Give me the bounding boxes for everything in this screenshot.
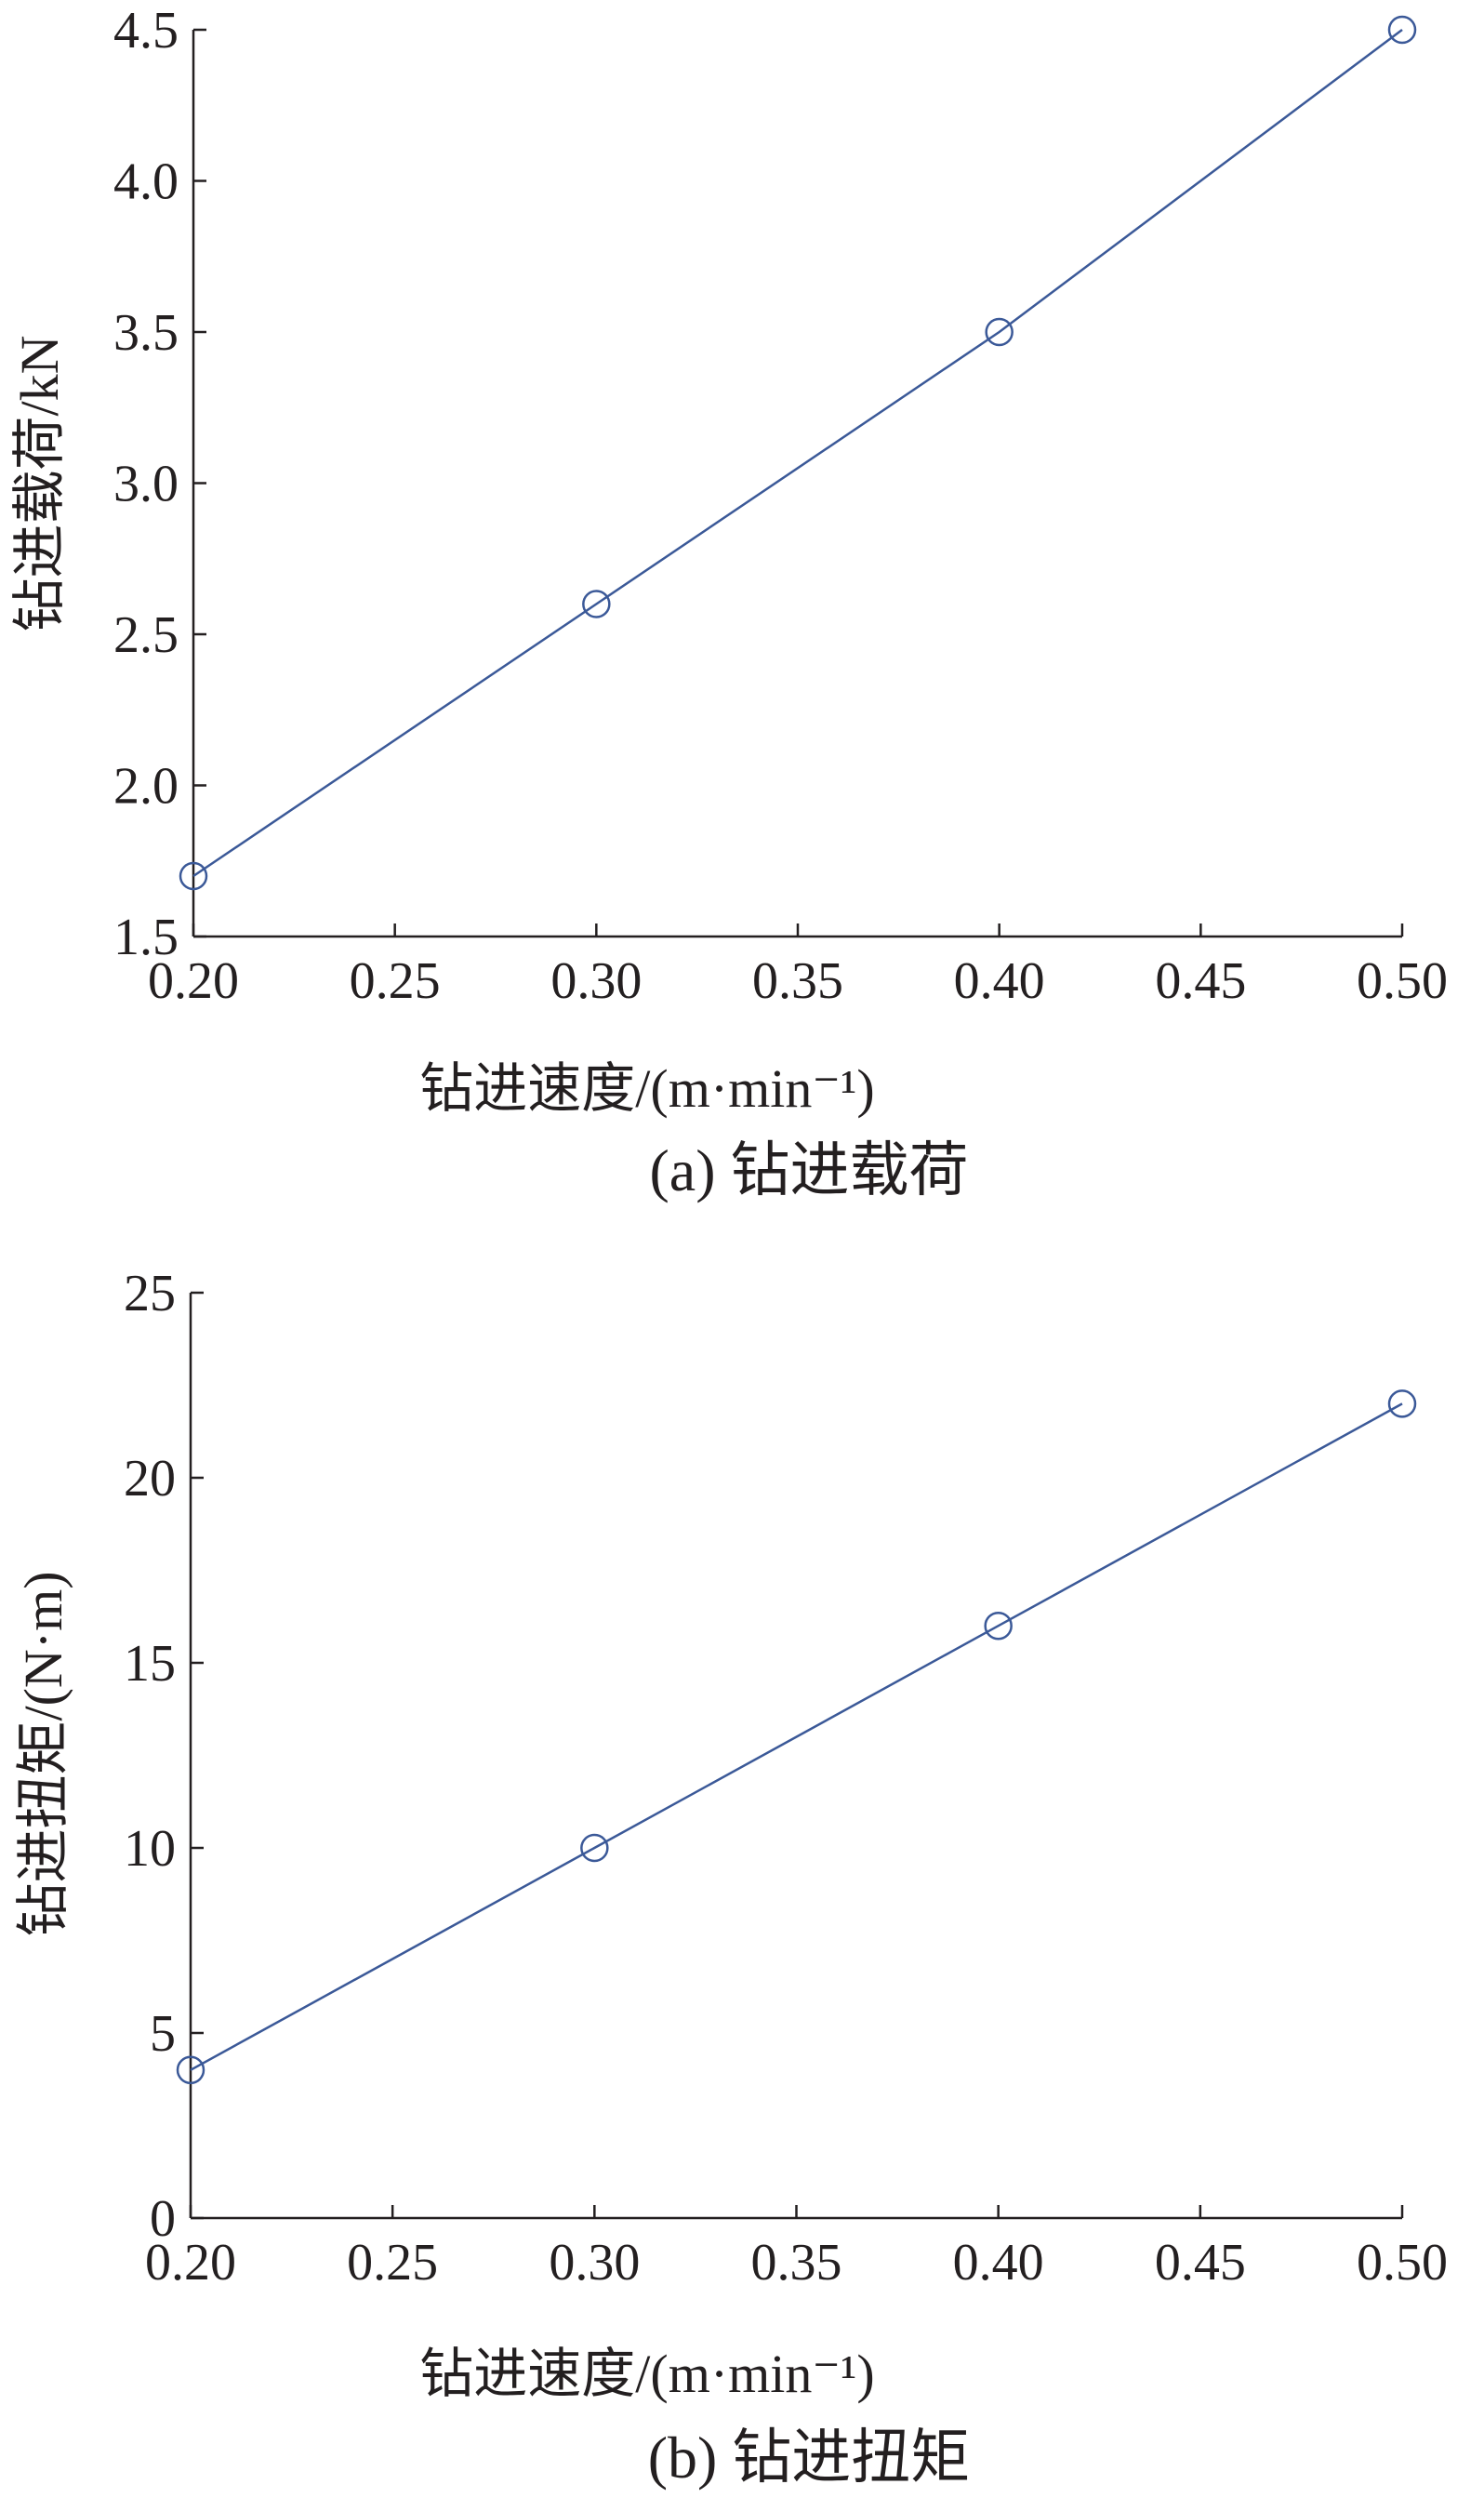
chart-b-data-point — [580, 1833, 609, 1863]
chart-a: 0.20 0.25 0.30 0.35 0.40 0.45 0.50 1.5 2.0 2.5 3.0… — [9, 2, 1448, 1203]
chart-b-series-line — [190, 1402, 1403, 2071]
chart-a-y-tick-label: 3.0 — [113, 456, 179, 513]
chart-b-x-tick-label: 0.25 — [347, 2234, 438, 2292]
chart-b-y-tick-label: 0 — [150, 2190, 176, 2248]
chart-b-ticks: 0.20 0.25 0.30 0.35 0.40 0.45 0.50 0 5 10 15 20 25 — [124, 1265, 1448, 2292]
chart-b-y-tick-label: 20 — [124, 1450, 176, 1508]
chart-a-y-tick-label: 1.5 — [113, 909, 179, 966]
chart-b-y-tick-label: 10 — [124, 1820, 176, 1878]
chart-b-x-tick-label: 0.30 — [549, 2234, 640, 2292]
chart-a-x-tick-label: 0.25 — [350, 952, 441, 1010]
chart-b-series — [176, 1389, 1417, 2085]
chart-b-data-point — [1387, 1389, 1417, 1418]
chart-b-xlabel: 钻进速度/(m·min⁻¹) — [419, 2344, 874, 2404]
chart-a-ylabel: 钻进载荷/kN — [9, 335, 70, 631]
chart-b-x-tick-label: 0.50 — [1357, 2234, 1448, 2292]
chart-a-y-tick-label: 2.0 — [113, 758, 179, 816]
chart-b-x-tick-label: 0.40 — [953, 2234, 1044, 2292]
chart-a-y-tick-label: 4.5 — [113, 2, 179, 60]
chart-a-ticks: 0.20 0.25 0.30 0.35 0.40 0.45 0.50 1.5 2.0 2.5 3.0… — [113, 2, 1448, 1010]
chart-a-data-point — [179, 861, 208, 891]
chart-b-data-point — [984, 1611, 1013, 1641]
chart-a-x-tick-label: 0.20 — [148, 952, 239, 1010]
chart-a-data-point — [582, 590, 611, 618]
chart-a-x-tick-label: 0.35 — [752, 952, 843, 1010]
chart-b-caption: (b) 钻进扭矩 — [648, 2425, 971, 2491]
chart-b-x-tick-label: 0.45 — [1155, 2234, 1246, 2292]
chart-a-x-tick-label: 0.40 — [954, 952, 1045, 1010]
chart-a-series-line — [192, 28, 1403, 878]
chart-b: 0.20 0.25 0.30 0.35 0.40 0.45 0.50 0 5 10 15 20 25 钻… — [13, 1265, 1448, 2491]
chart-b-y-tick-label: 15 — [124, 1635, 176, 1693]
chart-b-data-point — [176, 2055, 205, 2085]
chart-a-data-point — [1387, 15, 1417, 45]
chart-b-x-tick-label: 0.20 — [145, 2234, 236, 2292]
chart-a-x-tick-label: 0.30 — [550, 952, 642, 1010]
chart-a-data-point — [985, 317, 1014, 347]
chart-b-ylabel: 钻进扭矩/(N·m) — [13, 1571, 73, 1936]
chart-b-axes — [189, 1293, 1402, 2220]
chart-a-x-tick-label: 0.50 — [1357, 952, 1448, 1010]
chart-a-y-tick-label: 2.5 — [113, 606, 179, 664]
chart-a-x-tick-label: 0.45 — [1155, 952, 1246, 1010]
chart-b-x-tick-label: 0.35 — [751, 2234, 842, 2292]
chart-b-y-tick-label: 25 — [124, 1265, 176, 1322]
chart-b-y-tick-label: 5 — [150, 2005, 176, 2063]
chart-a-xlabel: 钻进速度/(m·min⁻¹) — [419, 1058, 874, 1119]
chart-a-y-tick-label: 3.5 — [113, 304, 179, 362]
chart-a-y-tick-label: 4.0 — [113, 153, 179, 211]
chart-a-caption: (a) 钻进载荷 — [649, 1137, 968, 1203]
chart-a-series — [179, 15, 1417, 891]
